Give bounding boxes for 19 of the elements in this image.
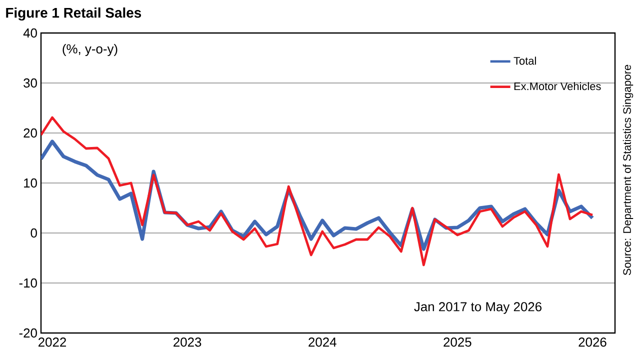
y-tick-label: 0 [30, 228, 37, 238]
y-tick-label: 20 [24, 128, 37, 138]
x-tick-label: 2024 [308, 338, 336, 347]
chart-title: Figure 1 Retail Sales [6, 7, 142, 21]
legend-label: Total [514, 56, 536, 65]
y-tick-label: 30 [24, 78, 37, 88]
y-tick-label: -10 [19, 278, 37, 288]
x-tick-label: 2023 [174, 338, 202, 347]
y-tick-label: -20 [19, 328, 37, 338]
line-series [41, 116, 594, 266]
y-tick-label: 10 [24, 178, 37, 188]
x-tick-label: 2026 [578, 338, 606, 347]
annotation: Jan 2017 to May 2026 [414, 302, 542, 314]
x-tick-label: 2025 [444, 338, 472, 347]
x-tick-label: 2022 [38, 338, 66, 347]
legend-label: Ex.Motor Vehicles [514, 82, 601, 90]
source-note: Source: Department of Statistics Singapore [622, 64, 634, 276]
y-tick-label: 40 [23, 28, 37, 38]
annotation: (%, y-o-y) [62, 44, 118, 56]
